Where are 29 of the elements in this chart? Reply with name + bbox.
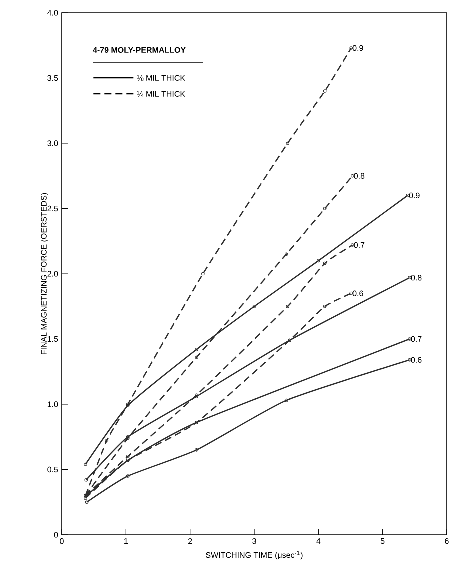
x-tick-label: 6	[445, 538, 450, 544]
y-tick-label: 4.0	[48, 10, 58, 16]
series-label: 0.8	[354, 173, 365, 179]
y-tick-label: 3.5	[48, 75, 58, 82]
series-label: 0.8	[412, 275, 422, 281]
series-label: 0.9	[410, 192, 420, 199]
y-tick-label: 2.0	[48, 271, 58, 277]
series-label: 0.7	[412, 336, 422, 342]
annotation: ¼ MIL THICK	[138, 91, 186, 98]
series-label: 0.9	[353, 45, 364, 52]
x-tick-label: 5	[381, 538, 385, 544]
x-axis-title: SWITCHING TIME (μsec$^{-1}$)	[206, 551, 303, 560]
y-tick-label: 1.0	[48, 402, 58, 408]
x-tick-label: 1	[124, 538, 128, 544]
y-axis-title: FINAL MAGNETIZING FORCE (OERSTEDS)	[41, 193, 49, 354]
x-tick-label: 4	[316, 538, 321, 544]
x-tick-label: 2	[188, 538, 192, 544]
legend-title: 4-79 MOLY-PERMALLOY	[93, 47, 186, 53]
series-label: 0.7	[354, 242, 365, 248]
y-tick-label: 0.5	[48, 466, 58, 473]
y-tick-label: 0	[54, 532, 58, 538]
annotation: ⅛ MIL THICK	[138, 75, 186, 82]
series-label: 0.6	[353, 290, 364, 296]
series-label: 0.6	[412, 357, 422, 363]
y-tick-label: 3.0	[48, 140, 58, 146]
x-tick-label: 0	[60, 538, 64, 544]
y-tick-label: 1.5	[48, 336, 58, 342]
x-tick-label: 3	[252, 538, 257, 544]
y-tick-label: 2.5	[48, 206, 58, 212]
